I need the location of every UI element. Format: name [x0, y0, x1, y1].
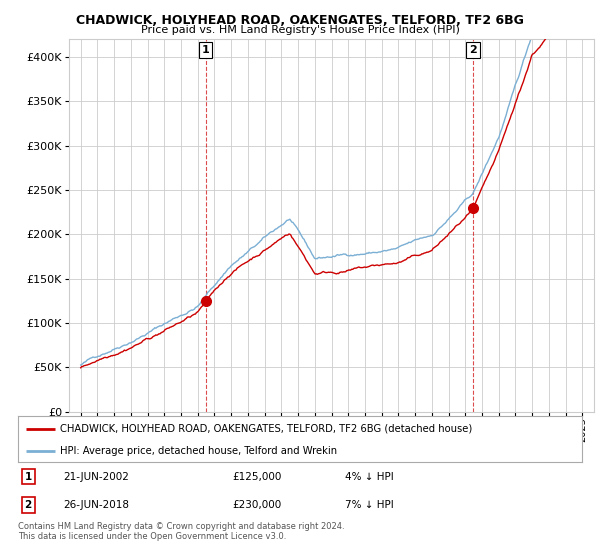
Text: CHADWICK, HOLYHEAD ROAD, OAKENGATES, TELFORD, TF2 6BG: CHADWICK, HOLYHEAD ROAD, OAKENGATES, TEL…	[76, 14, 524, 27]
Text: 2: 2	[25, 500, 32, 510]
Text: 1: 1	[202, 45, 209, 55]
Text: 26-JUN-2018: 26-JUN-2018	[63, 500, 129, 510]
Text: CHADWICK, HOLYHEAD ROAD, OAKENGATES, TELFORD, TF2 6BG (detached house): CHADWICK, HOLYHEAD ROAD, OAKENGATES, TEL…	[60, 424, 473, 434]
Text: Contains HM Land Registry data © Crown copyright and database right 2024.: Contains HM Land Registry data © Crown c…	[18, 522, 344, 531]
Text: 1: 1	[25, 472, 32, 482]
Text: £125,000: £125,000	[232, 472, 281, 482]
Text: Price paid vs. HM Land Registry's House Price Index (HPI): Price paid vs. HM Land Registry's House …	[140, 25, 460, 35]
Text: 4% ↓ HPI: 4% ↓ HPI	[345, 472, 394, 482]
Text: 2: 2	[469, 45, 477, 55]
Text: This data is licensed under the Open Government Licence v3.0.: This data is licensed under the Open Gov…	[18, 532, 286, 541]
Text: HPI: Average price, detached house, Telford and Wrekin: HPI: Average price, detached house, Telf…	[60, 446, 337, 455]
Text: £230,000: £230,000	[232, 500, 281, 510]
Text: 21-JUN-2002: 21-JUN-2002	[63, 472, 129, 482]
Text: 7% ↓ HPI: 7% ↓ HPI	[345, 500, 394, 510]
